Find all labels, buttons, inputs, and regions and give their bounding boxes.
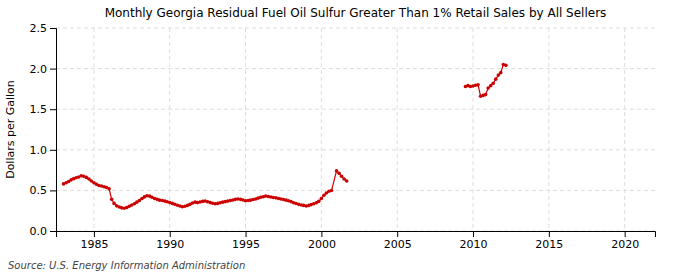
tick-mark [397, 231, 398, 237]
series [62, 63, 508, 210]
tick: 2.0 [30, 63, 57, 76]
point [491, 81, 495, 85]
tick-mark [50, 150, 56, 151]
tick-label: 2015 [535, 238, 563, 251]
point [476, 83, 480, 87]
axis-line [50, 29, 57, 232]
tick: 1990 [156, 231, 184, 251]
grid-line [321, 28, 322, 231]
point [345, 179, 349, 183]
tick: 2005 [384, 231, 412, 251]
tick: 1.0 [30, 144, 57, 157]
point [504, 64, 508, 68]
tick-label: 1985 [80, 238, 108, 251]
y-axis-label: Dollars per Gallon [4, 80, 17, 179]
tick-mark [321, 231, 322, 237]
tick: 2010 [460, 231, 488, 251]
grid-line [169, 28, 170, 231]
x-axis: 1985 1990 1995 2000 2005 2010 2015 2020 [57, 231, 656, 251]
tick-label: 1.0 [30, 144, 48, 157]
tick-mark [473, 231, 474, 237]
point [340, 174, 344, 178]
tick-mark [50, 231, 56, 232]
line [64, 65, 506, 209]
tick: 2000 [308, 231, 336, 251]
tick-mark [50, 69, 56, 70]
tick: 1985 [80, 231, 108, 251]
chart: 1985 1990 1995 2000 2005 2010 2015 2020 0.0 0.5 1.… [0, 0, 675, 275]
grid-line [56, 109, 655, 110]
grid-line [56, 149, 655, 150]
tick: 0.0 [30, 225, 57, 238]
tick-label: 2020 [611, 238, 639, 251]
tick-label: 1.5 [30, 103, 48, 116]
tick-label: 2.5 [30, 22, 48, 35]
source: Source: U.S. Energy Information Administ… [8, 260, 245, 271]
point [110, 198, 114, 202]
point [320, 197, 324, 201]
grid-line [397, 28, 398, 231]
tick-label: 0.5 [30, 184, 48, 197]
axis-line [57, 232, 656, 238]
grid-line [56, 68, 655, 69]
tick: 2015 [535, 231, 563, 251]
grid-line [548, 28, 549, 231]
tick-label: 2010 [460, 238, 488, 251]
tick-label: 1990 [156, 238, 184, 251]
grid-line [473, 28, 474, 231]
grid-line [624, 28, 625, 231]
tick: 1995 [232, 231, 260, 251]
point [107, 187, 111, 191]
tick-mark [94, 231, 95, 237]
plot-area: 1985 1990 1995 2000 2005 2010 2015 2020 0.0 0.5 1.… [30, 22, 656, 251]
grid [56, 28, 655, 231]
tick-label: 2000 [308, 238, 336, 251]
tick: 0.5 [30, 184, 57, 197]
tick: 2.5 [30, 22, 57, 35]
tick-mark [50, 109, 56, 110]
tick: 1.5 [30, 103, 57, 116]
tick-label: 0.0 [30, 225, 48, 238]
tick-label: 2.0 [30, 63, 48, 76]
grid-line [56, 28, 655, 29]
point [337, 172, 341, 176]
tick-mark [50, 28, 56, 29]
tick-mark [170, 231, 171, 237]
point [317, 200, 321, 204]
grid-line [56, 190, 655, 191]
tick-mark [246, 231, 247, 237]
y-axis: 0.0 0.5 1.0 1.5 2.0 2.5 [30, 22, 57, 238]
grid-line [93, 28, 94, 231]
point [330, 189, 334, 193]
point [499, 71, 503, 75]
tick-label: 1995 [232, 238, 260, 251]
tick-label: 2005 [384, 238, 412, 251]
point [494, 77, 498, 81]
tick-mark [50, 190, 56, 191]
point [484, 93, 488, 97]
tick-mark [625, 231, 626, 237]
tick-mark [549, 231, 550, 237]
title: Monthly Georgia Residual Fuel Oil Sulfur… [105, 6, 607, 20]
tick: 2020 [611, 231, 639, 251]
